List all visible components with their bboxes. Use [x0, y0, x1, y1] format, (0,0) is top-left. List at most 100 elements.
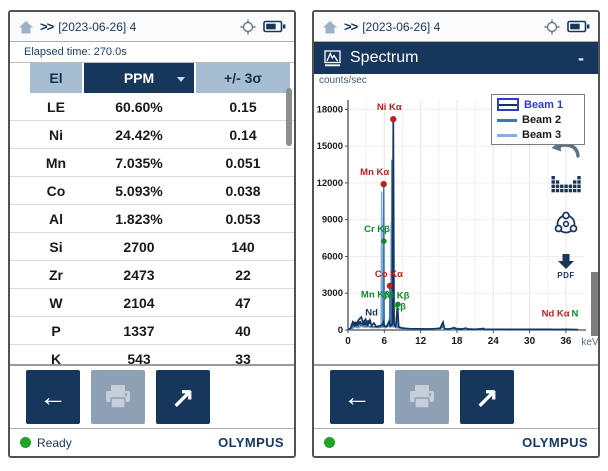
y-axis-label: counts/sec [319, 75, 367, 86]
olympus-logo: OLYMPUS [218, 435, 284, 450]
spectrum-plot[interactable]: 0 3000 6000 9000 12000 15000 18000 0 6 12 18 24 30 36… [314, 86, 598, 360]
svg-text:6: 6 [382, 336, 388, 347]
table-row[interactable]: Zr 2473 22 [10, 261, 294, 289]
battery-icon [567, 20, 590, 33]
svg-text:15000: 15000 [317, 141, 343, 152]
column-header-element[interactable]: El [30, 63, 82, 93]
table-row[interactable]: P 1337 40 [10, 317, 294, 345]
legend-label: Beam 1 [524, 98, 564, 111]
export-button[interactable]: ↗ [460, 370, 514, 424]
svg-text:Nd Kα: Nd Kα [542, 309, 570, 320]
home-icon[interactable] [18, 20, 34, 34]
table-cell: 1337 [123, 322, 155, 339]
table-cell: 0.14 [229, 126, 257, 143]
table-row[interactable]: Mn 7.035% 0.051 [10, 149, 294, 177]
legend-item-beam-1[interactable]: Beam 1 [497, 98, 579, 111]
svg-text:6000: 6000 [322, 251, 343, 262]
home-icon[interactable] [322, 20, 338, 34]
table-cell: 33 [235, 350, 251, 366]
table-scrollbar[interactable] [286, 88, 292, 146]
chart-scrollbar[interactable] [591, 272, 598, 336]
table-cell: 40 [235, 322, 251, 339]
series-lines [347, 119, 579, 331]
back-arrow-icon: ← [39, 381, 67, 412]
back-button[interactable]: ← [26, 370, 80, 424]
results-table-header: El PPM +/- 3σ [10, 63, 294, 93]
test-title: [2023-06-26] 4 [362, 19, 441, 34]
svg-text:Kβ: Kβ [393, 301, 406, 312]
table-row[interactable]: K 543 33 [10, 345, 294, 366]
table-row[interactable]: Co 5.093% 0.038 [10, 177, 294, 205]
axes: 0 3000 6000 9000 12000 15000 18000 0 6 12 18 24 30 36… [317, 100, 598, 348]
svg-text:12000: 12000 [317, 178, 343, 189]
table-row[interactable]: Al 1.823% 0.053 [10, 205, 294, 233]
svg-text:Co Kα: Co Kα [375, 269, 403, 280]
breadcrumb-arrows-icon[interactable]: >> [40, 19, 54, 34]
table-cell: 140 [231, 238, 255, 255]
svg-text:0: 0 [338, 325, 343, 336]
back-button[interactable]: ← [330, 370, 384, 424]
elapsed-time-label: Elapsed time: 270.0s [10, 42, 294, 63]
atom-icon[interactable] [552, 210, 580, 238]
svg-text:N: N [572, 309, 579, 320]
status-dot [20, 437, 31, 448]
export-button[interactable]: ↗ [156, 370, 210, 424]
table-cell: P [51, 322, 61, 339]
legend-item-beam-3[interactable]: Beam 3 [497, 129, 579, 141]
table-row[interactable]: Si 2700 140 [10, 233, 294, 261]
svg-text:Ni Kβ: Ni Kβ [385, 290, 410, 301]
svg-text:0: 0 [345, 336, 351, 347]
legend-swatch-icon [497, 118, 517, 122]
spectrum-topbar: >> [2023-06-26] 4 [314, 12, 598, 42]
table-cell: W [49, 294, 63, 311]
svg-text:24: 24 [488, 336, 500, 347]
left-statusbar: Ready OLYMPUS [10, 428, 294, 456]
svg-text:Ni Kα: Ni Kα [377, 102, 402, 113]
table-cell: 0.038 [225, 182, 261, 199]
print-button[interactable] [91, 370, 145, 424]
chart-tools: PDF [544, 136, 588, 280]
column-header-sigma[interactable]: +/- 3σ [196, 63, 290, 93]
table-cell: 5.093% [115, 182, 163, 199]
periodic-table-icon[interactable] [550, 174, 582, 195]
table-cell: Ni [49, 126, 63, 143]
minimize-button[interactable]: - [578, 47, 584, 68]
aim-indicator-icon [240, 19, 256, 34]
table-cell: 22 [235, 266, 251, 283]
table-row[interactable]: LE 60.60% 0.15 [10, 93, 294, 121]
results-rows: LE 60.60% 0.15 Ni 24.42% 0.14 Mn 7.035% 0.051 Co 5… [10, 93, 294, 365]
left-toolbar: ← ↗ [10, 364, 294, 428]
table-row[interactable]: Ni 24.42% 0.14 [10, 121, 294, 149]
column-header-ppm[interactable]: PPM [84, 63, 194, 93]
export-arrow-icon: ↗ [171, 381, 195, 413]
svg-text:Cr Kβ: Cr Kβ [364, 224, 390, 235]
legend-label: Beam 3 [522, 129, 562, 141]
table-cell: Co [46, 182, 66, 199]
svg-text:18000: 18000 [317, 104, 343, 115]
table-cell: Al [49, 210, 63, 227]
right-toolbar: ← ↗ [314, 364, 598, 428]
printer-icon [410, 385, 434, 409]
svg-text:30: 30 [524, 336, 536, 347]
table-cell: 7.035% [115, 154, 163, 171]
print-button[interactable] [395, 370, 449, 424]
battery-icon [263, 20, 286, 33]
spectrum-panel: >> [2023-06-26] 4 Spectrum - counts/sec … [312, 10, 600, 458]
table-cell: Si [49, 238, 63, 255]
pdf-label: PDF [557, 271, 575, 280]
pdf-download-icon [558, 254, 574, 269]
svg-text:9000: 9000 [322, 215, 343, 226]
status-text: Ready [37, 435, 72, 450]
table-cell: 543 [127, 350, 151, 366]
table-cell: 0.053 [225, 210, 261, 227]
export-pdf-button[interactable]: PDF [555, 253, 577, 280]
breadcrumb-arrows-icon[interactable]: >> [344, 19, 358, 34]
spectrum-icon [324, 49, 341, 66]
table-cell: 2700 [123, 238, 155, 255]
legend-item-beam-2[interactable]: Beam 2 [497, 114, 579, 126]
table-cell: Zr [49, 266, 63, 283]
olympus-logo: OLYMPUS [522, 435, 588, 450]
table-row[interactable]: W 2104 47 [10, 289, 294, 317]
